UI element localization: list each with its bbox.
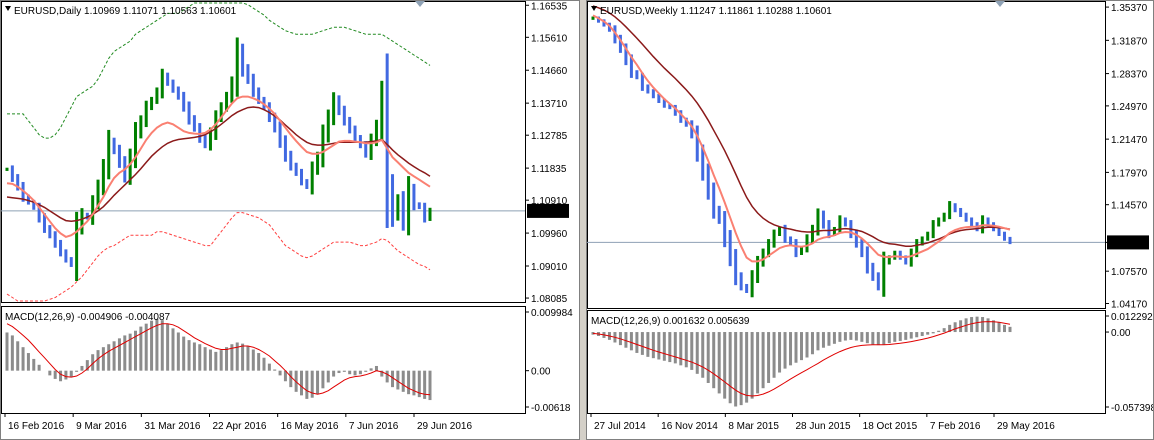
daily-chart[interactable]: EURUSD,Daily 1.10969 1.11071 1.10563 1.1… [1, 1, 579, 439]
price-scale-label: 1.14570 [1111, 201, 1148, 212]
price-scale-label: 1.14660 [531, 66, 568, 77]
macd-scale-label: 0.009984 [531, 308, 573, 319]
time-axis-label: 16 May 2016 [281, 421, 339, 432]
weekly-chart-window[interactable]: EURUSD,Weekly 1.11247 1.11861 1.10288 1.… [586, 0, 1154, 440]
time-axis-label: 7 Jun 2016 [349, 421, 399, 432]
current-price-badge [1107, 235, 1149, 250]
price-scale-label: 1.07570 [1111, 267, 1148, 278]
time-axis-label: 16 Nov 2014 [661, 421, 718, 432]
macd-scale-label: -0.00618 [531, 403, 571, 414]
macd-signal-line [6, 323, 431, 396]
price-scale-label: 1.09010 [531, 262, 568, 273]
price-scale-label: 1.10910 [531, 196, 568, 207]
current-price-badge [527, 203, 569, 218]
macd-scale-label: -0.057398 [1111, 403, 1153, 414]
price-scale-label: 1.35370 [1111, 3, 1148, 14]
daily-chart-window[interactable]: EURUSD,Daily 1.10969 1.11071 1.10563 1.1… [0, 0, 580, 440]
price-scale-label: 1.12785 [531, 131, 568, 142]
slow-ema-line [6, 106, 431, 223]
weekly-chart[interactable]: EURUSD,Weekly 1.11247 1.11861 1.10288 1.… [587, 1, 1153, 439]
time-axis-label: 8 Mar 2015 [728, 421, 779, 432]
time-axis-label: 22 Apr 2016 [213, 421, 267, 432]
price-plot-frame [587, 1, 1106, 309]
time-axis-label: 9 Mar 2016 [76, 421, 127, 432]
chart-shift-marker-icon[interactable] [995, 1, 1005, 7]
price-scale-label: 1.17970 [1111, 168, 1148, 179]
macd-header-label: MACD(12,26,9) 0.001632 0.005639 [591, 316, 750, 327]
price-scale-label: 1.16535 [531, 1, 568, 12]
time-axis-label: 31 Mar 2016 [144, 421, 201, 432]
chart-header-label: EURUSD,Daily 1.10969 1.11071 1.10563 1.1… [14, 6, 237, 17]
price-scale-label: 1.08085 [531, 294, 568, 305]
price-plot-frame [1, 1, 526, 303]
macd-header-label: MACD(12,26,9) -0.004906 -0.004087 [5, 312, 171, 323]
fast-ema-line [6, 95, 431, 238]
macd-plot-frame [1, 306, 526, 414]
price-scale-label: 1.24970 [1111, 102, 1148, 113]
header-arrow-icon [591, 6, 597, 11]
chart-shift-marker-icon[interactable] [415, 1, 425, 7]
time-axis-label: 28 Jun 2015 [796, 421, 851, 432]
time-axis-label: 18 Oct 2015 [863, 421, 918, 432]
time-axis-label: 29 Jun 2016 [417, 421, 472, 432]
upper-band-line [7, 2, 431, 139]
price-scale-label: 1.04170 [1111, 299, 1148, 310]
macd-scale-label: 0.00 [531, 367, 551, 378]
lower-band-line [6, 212, 431, 302]
macd-scale-label: 0.012292 [1111, 312, 1153, 323]
time-axis-label: 7 Feb 2016 [930, 421, 981, 432]
chart-header-label: EURUSD,Weekly 1.11247 1.11861 1.10288 1.… [600, 6, 832, 17]
current-price-label: 1.10601 [1111, 238, 1148, 249]
current-price-label: 1.10601 [531, 207, 568, 218]
price-scale-label: 1.28370 [1111, 70, 1148, 81]
macd-scale-label: 0.00 [1111, 328, 1131, 339]
time-axis-label: 29 May 2016 [997, 421, 1055, 432]
slow-ema-line [592, 5, 1011, 247]
price-scale-label: 1.21470 [1111, 135, 1148, 146]
header-arrow-icon [5, 6, 11, 11]
fast-ema-line [592, 14, 1011, 263]
price-scale-label: 1.11835 [531, 164, 567, 175]
price-scale-label: 1.09960 [531, 229, 568, 240]
macd-signal-line [592, 321, 1011, 397]
time-axis-label: 27 Jul 2014 [594, 421, 646, 432]
price-scale-label: 1.13710 [531, 99, 568, 110]
macd-plot-frame [587, 310, 1106, 414]
price-scale-label: 1.15610 [531, 33, 568, 44]
price-scale-label: 1.31870 [1111, 36, 1148, 47]
time-axis-label: 16 Feb 2016 [8, 421, 65, 432]
